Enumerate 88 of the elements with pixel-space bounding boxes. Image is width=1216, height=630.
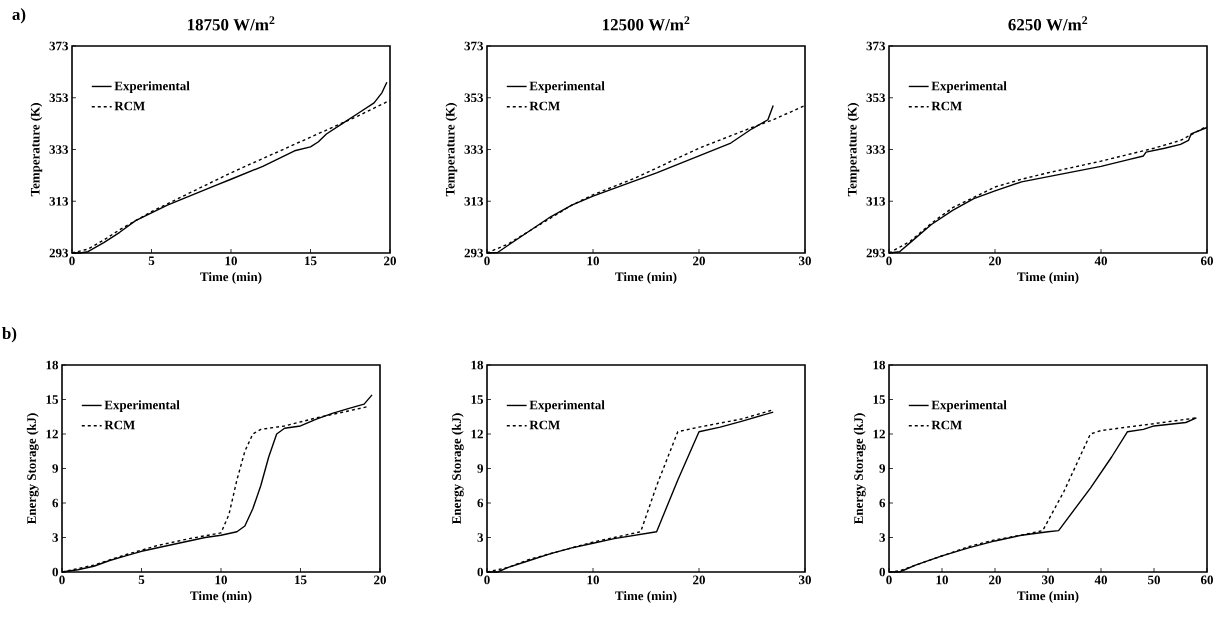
y-axis-title: Energy Storage (kJ) xyxy=(451,413,464,525)
y-tick-label: 9 xyxy=(477,464,484,473)
x-tick-label: 10 xyxy=(587,256,599,266)
x-tick-label: 15 xyxy=(305,256,317,266)
x-tick-label: 10 xyxy=(936,575,948,585)
y-tick-label: 3 xyxy=(477,533,484,542)
y-tick-label: 313 xyxy=(49,196,69,206)
x-axis-title: Time (min) xyxy=(615,272,677,284)
y-tick-label: 333 xyxy=(464,145,484,154)
x-tick-label: 30 xyxy=(799,256,811,266)
y-axis-title: Temperature (K) xyxy=(30,103,43,197)
y-tick-label: 353 xyxy=(49,93,69,103)
chart-title: 18750 W/m$^{2}$ xyxy=(187,16,275,31)
legend-label: Experimental xyxy=(529,81,605,93)
y-tick-label: 353 xyxy=(464,93,484,103)
x-axis-title: Time (min) xyxy=(1017,591,1079,603)
y-tick-label: 313 xyxy=(464,196,484,206)
y-axis-title: Temperature (K) xyxy=(445,103,458,197)
x-tick-label: 15 xyxy=(295,575,307,585)
y-tick-label: 373 xyxy=(464,41,484,51)
y-tick-label: 12 xyxy=(471,429,483,439)
x-tick-label: 40 xyxy=(1094,256,1107,266)
y-tick-label: 6 xyxy=(52,498,59,508)
x-tick-label: 40 xyxy=(1094,575,1107,585)
legend-label: RCM xyxy=(529,101,560,111)
y-tick-label: 12 xyxy=(873,429,885,439)
x-tick-label: 10 xyxy=(587,575,599,585)
legend-label: Experimental xyxy=(529,400,605,412)
y-tick-label: 373 xyxy=(49,41,69,51)
x-axis-title: Time (min) xyxy=(200,272,262,284)
x-tick-label: 5 xyxy=(148,256,155,266)
legend-label: RCM xyxy=(931,420,962,430)
x-tick-label: 20 xyxy=(374,575,386,585)
y-tick-label: 3 xyxy=(52,533,59,542)
x-tick-label: 5 xyxy=(138,575,145,585)
legend-label: Experimental xyxy=(931,400,1007,412)
x-axis-title: Time (min) xyxy=(1017,272,1079,284)
legend-label: Experimental xyxy=(104,400,180,412)
x-tick-label: 10 xyxy=(225,256,237,266)
text: b) xyxy=(2,327,17,343)
x-tick-label: 30 xyxy=(1042,575,1054,585)
y-tick-label: 313 xyxy=(866,196,886,206)
x-tick-label: 20 xyxy=(384,256,396,266)
x-tick-label: 20 xyxy=(693,575,705,585)
legend-label: Experimental xyxy=(114,81,190,93)
y-tick-label: 373 xyxy=(866,41,886,51)
y-tick-label: 0 xyxy=(52,567,58,577)
x-tick-label: 60 xyxy=(1200,256,1213,266)
y-tick-label: 12 xyxy=(46,429,58,439)
y-tick-label: 353 xyxy=(866,93,886,103)
y-tick-label: 293 xyxy=(464,248,484,258)
x-tick-label: 20 xyxy=(989,575,1001,585)
chart-title: 12500 W/m$^{2}$ xyxy=(602,16,690,31)
y-tick-label: 9 xyxy=(52,464,59,473)
y-tick-label: 3 xyxy=(879,533,886,542)
y-tick-label: 0 xyxy=(879,567,885,577)
y-tick-label: 333 xyxy=(866,145,886,154)
legend-label: RCM xyxy=(114,101,145,111)
y-tick-label: 18 xyxy=(471,360,484,370)
x-axis-title: Time (min) xyxy=(190,591,252,603)
x-tick-label: 10 xyxy=(215,575,227,585)
legend-label: RCM xyxy=(529,420,560,430)
x-tick-label: 50 xyxy=(1148,575,1160,585)
text: a) xyxy=(12,8,26,24)
y-tick-label: 15 xyxy=(471,395,484,404)
y-axis-title: Energy Storage (kJ) xyxy=(26,413,39,525)
y-tick-label: 293 xyxy=(49,248,69,258)
legend-label: Experimental xyxy=(931,81,1007,93)
y-tick-label: 18 xyxy=(46,360,59,370)
y-tick-label: 6 xyxy=(477,498,484,508)
y-tick-label: 293 xyxy=(866,248,886,258)
y-tick-label: 18 xyxy=(873,360,886,370)
legend-label: RCM xyxy=(931,101,962,111)
y-tick-label: 15 xyxy=(873,395,886,404)
x-tick-label: 20 xyxy=(989,256,1001,266)
x-tick-label: 20 xyxy=(693,256,705,266)
y-axis-title: Energy Storage (kJ) xyxy=(853,413,866,525)
y-tick-label: 6 xyxy=(879,498,886,508)
y-tick-label: 0 xyxy=(477,567,483,577)
chart-title: 6250 W/m$^{2}$ xyxy=(1008,16,1088,31)
x-axis-title: Time (min) xyxy=(615,591,677,603)
y-tick-label: 9 xyxy=(879,464,886,473)
y-tick-label: 15 xyxy=(46,395,58,404)
y-tick-label: 333 xyxy=(49,145,69,154)
y-axis-title: Temperature (K) xyxy=(847,103,860,197)
legend-label: RCM xyxy=(104,420,135,430)
x-tick-label: 30 xyxy=(799,575,811,585)
x-tick-label: 60 xyxy=(1200,575,1213,585)
